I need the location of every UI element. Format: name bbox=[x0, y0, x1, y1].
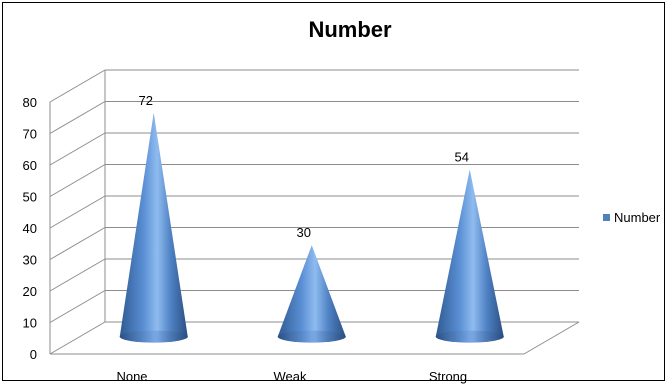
chart-marks bbox=[119, 112, 504, 343]
x-category-label: Strong bbox=[429, 369, 467, 384]
y-tick-label: 60 bbox=[23, 158, 37, 173]
cone-body bbox=[277, 245, 346, 343]
gridline-side bbox=[49, 132, 106, 166]
cone-weak bbox=[277, 245, 346, 343]
cone-strong bbox=[435, 169, 504, 343]
x-category-label: None bbox=[116, 369, 147, 384]
y-tick-label: 10 bbox=[23, 316, 37, 331]
cone-base bbox=[435, 330, 504, 343]
cone-body bbox=[119, 112, 188, 343]
cone-body bbox=[435, 169, 504, 343]
cone-none bbox=[119, 112, 188, 343]
data-labels: 72 30 54 bbox=[139, 93, 469, 240]
x-axis-categories: None Weak Strong bbox=[116, 369, 467, 384]
chart-title: Number bbox=[308, 17, 392, 42]
y-tick-label: 70 bbox=[23, 127, 37, 142]
y-tick-label: 40 bbox=[23, 221, 37, 236]
data-label: 54 bbox=[455, 150, 469, 165]
cone-base bbox=[277, 330, 346, 343]
legend-swatch bbox=[603, 214, 610, 221]
legend-label: Number bbox=[614, 210, 661, 225]
gridline-side bbox=[49, 195, 106, 229]
data-label: 72 bbox=[139, 93, 153, 108]
floor-right-edge bbox=[523, 321, 580, 355]
gridline-side bbox=[49, 290, 106, 323]
gridline-side bbox=[49, 258, 106, 292]
legend: Number bbox=[603, 210, 661, 225]
x-category-label: Weak bbox=[274, 369, 307, 384]
y-tick-label: 80 bbox=[23, 95, 37, 110]
y-tick-label: 20 bbox=[23, 284, 37, 299]
gridline-side bbox=[49, 227, 106, 260]
gridline-side bbox=[49, 69, 106, 103]
y-tick-label: 50 bbox=[23, 190, 37, 205]
cone-base bbox=[119, 330, 188, 343]
chart-walls bbox=[49, 69, 580, 355]
y-tick-label: 30 bbox=[23, 253, 37, 268]
y-tick-label: 0 bbox=[30, 347, 37, 362]
y-axis-ticks: 0 10 20 30 40 50 60 70 80 bbox=[23, 95, 37, 362]
data-label: 30 bbox=[297, 225, 311, 240]
gridline-side bbox=[49, 164, 106, 197]
gridline-side bbox=[49, 321, 106, 355]
gridline-side bbox=[49, 101, 106, 134]
